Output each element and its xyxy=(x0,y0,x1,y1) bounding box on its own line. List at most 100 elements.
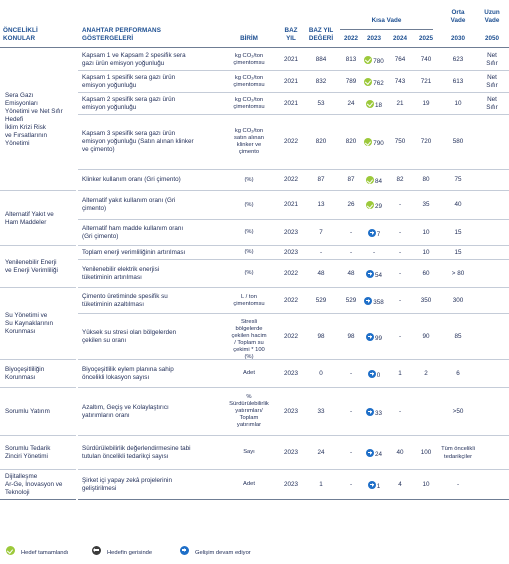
header-base-year: BAZ YIL xyxy=(278,27,304,43)
unit-line: Sayı xyxy=(243,449,255,455)
unit-cell: Adet xyxy=(228,370,270,377)
value-2022-cell: - xyxy=(349,248,353,256)
priority-topic-line: Emisyonları xyxy=(5,100,38,107)
base-value-cell: 0 xyxy=(319,369,323,377)
kpi-name-line: Kapsam 1 spesifik sera gazı ürün xyxy=(82,73,176,81)
table-row xyxy=(78,246,509,260)
priority-topic-line: Alternatif Yakıt ve xyxy=(5,210,54,218)
priority-topic-line: İklim Krizi Risk xyxy=(5,124,46,131)
value-2023-text: 7 xyxy=(376,230,381,238)
base-year-cell: 2022 xyxy=(283,332,298,340)
value-2024-cell: 743 xyxy=(394,77,406,85)
legend-achieved-label: Hedef tamamlandı xyxy=(21,550,69,556)
base-year-cell: 2023 xyxy=(283,248,298,256)
priority-divider xyxy=(0,287,76,288)
kpi-name-line: öncelikli lokasyon sayısı xyxy=(82,373,150,381)
unit-cell: (%) xyxy=(228,249,270,256)
value-2030-cell: 10 xyxy=(454,99,462,107)
value-2025-cell: 35 xyxy=(422,201,430,208)
table-row xyxy=(78,288,509,314)
unit-line: bölgelerde xyxy=(235,326,263,332)
base-value-cell: 820 xyxy=(315,138,327,145)
value-2025-cell: 10 xyxy=(422,228,430,236)
kpi-name-line: emisyon yoğunluğu xyxy=(82,81,137,89)
unit-line: % xyxy=(246,394,252,400)
base-value-cell: - xyxy=(319,248,323,256)
unit-cell: L / ton çimentomsu xyxy=(228,294,270,308)
kpi-name-line: ve çimento) xyxy=(82,146,115,153)
value-2023-text: 0 xyxy=(376,371,381,379)
kpi-name: Şirket içi yapay zekâ projelerinin gelişt… xyxy=(82,477,232,493)
header-priority-line2: KONULAR xyxy=(3,35,36,42)
value-2023-cell: 780 xyxy=(361,55,387,66)
kpi-name-line: tutulan öncelikli tedarikçi sayısı xyxy=(82,452,169,460)
priority-topic-line: Korunması xyxy=(5,374,36,381)
unit-cell: (%) xyxy=(228,229,270,236)
kpi-name: Biyoçeşitlilik eylem planına sahip önceli… xyxy=(82,366,232,382)
table-row xyxy=(78,49,509,71)
kpi-name-line: Çimento üretiminde spesifik su xyxy=(82,292,168,300)
value-2023-cell: 24 xyxy=(361,448,387,459)
priority-topic-group: Sorumlu Tedarik Zinciri Yönetimi xyxy=(5,445,81,461)
unit-line: (%) xyxy=(244,229,254,235)
value-2023-text: 29 xyxy=(374,203,382,210)
value-2023-text: 18 xyxy=(374,101,382,109)
arrow-right-icon xyxy=(365,332,374,341)
base-value-cell: 7 xyxy=(319,228,323,236)
base-year-cell: 2021 xyxy=(283,201,298,208)
priority-topic-line: Su Kaynaklarının xyxy=(5,320,53,327)
kpi-name-line: tüketiminin artırılması xyxy=(82,273,142,281)
unit-line: / Toplam su xyxy=(234,340,264,346)
unit-cell: kg CO₂/ton çimentomsu xyxy=(228,97,270,111)
priority-divider xyxy=(0,245,76,246)
base-value-cell: 48 xyxy=(317,269,325,277)
value-2025-cell: 10 xyxy=(422,248,430,256)
priority-topic-group: Sorumlu Yatırım xyxy=(5,408,81,416)
check-icon xyxy=(365,201,374,209)
unit-cell: Adet xyxy=(228,481,270,488)
base-value-cell: 33 xyxy=(317,407,325,415)
base-year-cell: 2023 xyxy=(283,448,298,456)
priority-divider xyxy=(0,387,76,388)
priority-topic-group: Alternatif Yakıt ve Ham Maddeler xyxy=(5,211,81,227)
value-2023-cell: 33 xyxy=(361,407,387,418)
header-base-year-line1: BAZ xyxy=(284,27,298,34)
value-2030-cell: 40 xyxy=(454,201,462,208)
table-row xyxy=(78,115,509,170)
base-year-cell: 2022 xyxy=(283,296,298,304)
kpi-name: Azaltım, Geçiş ve Kolaylaştırıcı yatırıml… xyxy=(82,404,232,420)
arrow-right-icon xyxy=(365,407,374,416)
legend-achieved: Hedef tamamlandı xyxy=(6,546,68,556)
check-icon xyxy=(6,546,15,555)
value-2023-text: 762 xyxy=(373,79,384,87)
value-2022-cell: - xyxy=(349,228,353,236)
kpi-name: Yüksek su stresi olan bölgelerden çekilen… xyxy=(82,329,232,345)
value-2022-cell: 24 xyxy=(347,99,355,107)
value-2024-cell: - xyxy=(398,332,402,340)
base-value-cell: 87 xyxy=(317,176,325,183)
value-2025-cell: 100 xyxy=(420,448,432,456)
priority-topic-line: Teknoloji xyxy=(5,489,30,496)
value-2030-cell: Tüm öncelikli tedarikçiler xyxy=(441,445,475,460)
value-2024-cell: - xyxy=(398,201,402,208)
header-unit: BİRİM xyxy=(240,35,258,42)
unit-line: kg CO₂/ton xyxy=(234,74,264,81)
value-2023-cell: 99 xyxy=(361,332,387,343)
value-2025-cell: 19 xyxy=(422,99,430,107)
value-2024-cell: - xyxy=(398,407,402,415)
check-icon xyxy=(365,99,374,108)
priority-topic-line: ve Enerji Verimliliği xyxy=(5,267,58,274)
priority-topic-line: Ham Maddeler xyxy=(5,218,47,226)
value-2023-cell: 29 xyxy=(361,201,387,211)
unit-line: çekimi * 100 (%) xyxy=(233,347,265,360)
unit-line: (%) xyxy=(244,176,254,183)
priority-divider xyxy=(0,435,76,436)
priority-topic-line: Sorumlu Yatırım xyxy=(5,408,50,415)
kpi-name-line: Toplam enerji verimliliğinin artırılması xyxy=(82,248,186,256)
kpi-name-line: Kapsam 2 spesifik sera gazı ürün xyxy=(82,95,176,103)
header-base-value: BAZ YIL DEĞERİ xyxy=(304,27,338,43)
kpi-name-line: emisyon yoğunluğu (Satın alınan klinker xyxy=(82,138,194,145)
unit-line: çimentomsu xyxy=(233,103,265,110)
unit-cell: (%) xyxy=(228,270,270,277)
